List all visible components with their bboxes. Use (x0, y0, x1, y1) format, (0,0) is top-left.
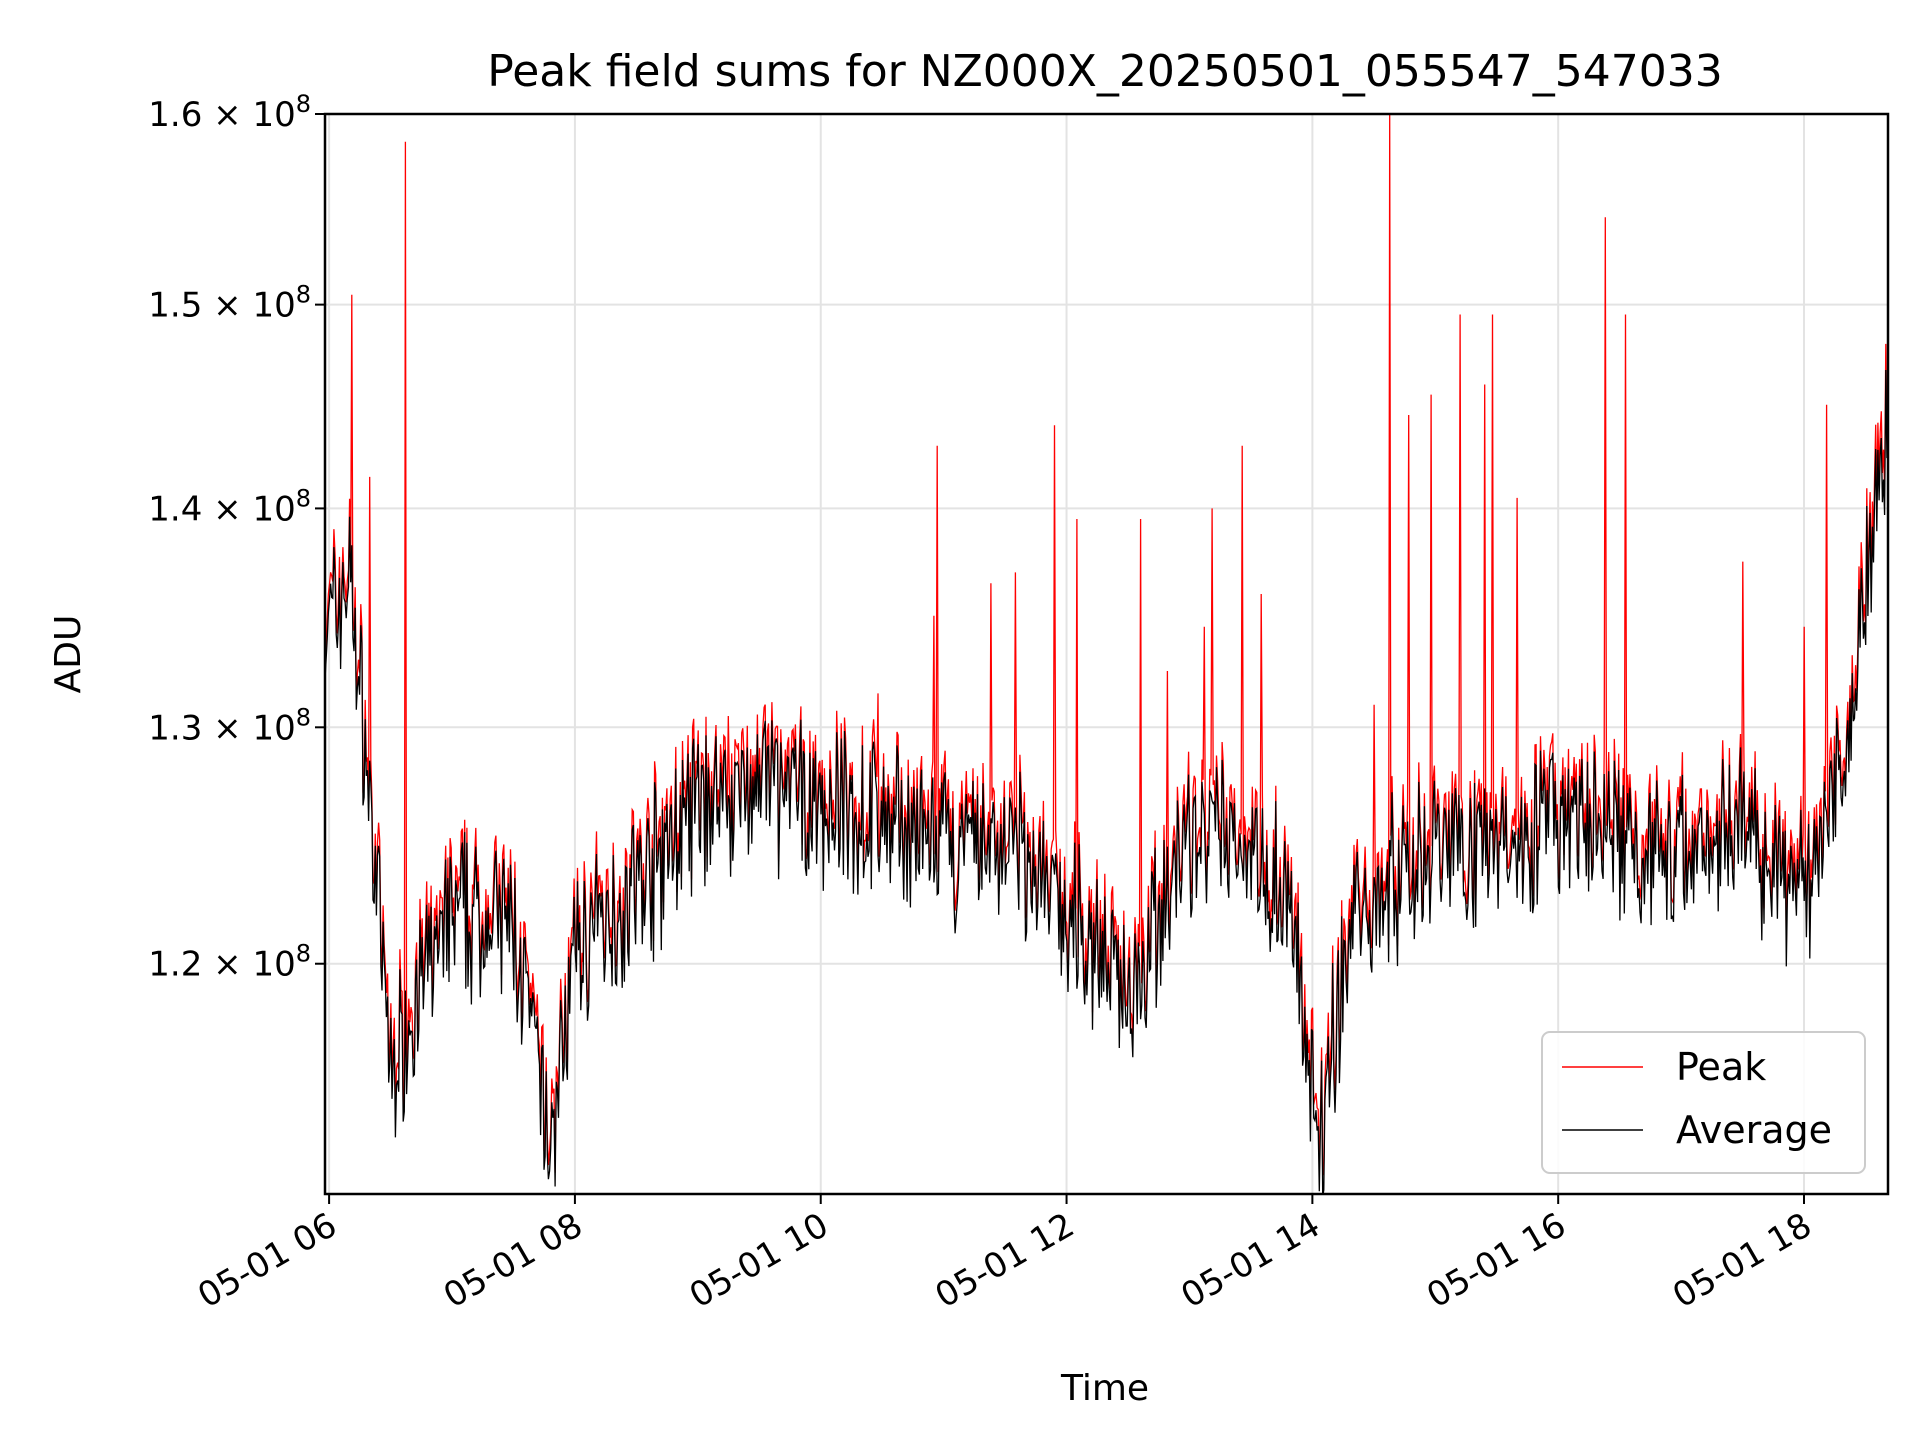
legend: Peak Average (1541, 1031, 1866, 1174)
plot-frame (323, 112, 1890, 1196)
y-tick-label: 1.3 × 108 (148, 703, 311, 748)
y-tick-label: 1.5 × 108 (148, 281, 311, 326)
legend-average-label: Average (1676, 1108, 1832, 1152)
series-average-line (325, 369, 1888, 1194)
chart-title: Peak field sums for NZ000X_20250501_0555… (487, 46, 1723, 97)
plot-lines (325, 114, 1888, 1194)
x-axis-label: Time (1060, 1368, 1149, 1409)
y-tick-label: 1.2 × 108 (148, 940, 311, 985)
y-axis-label: ADU (48, 615, 89, 694)
y-axis: 1.2 × 108 1.3 × 108 1.4 × 108 1.5 × 108 1.6 … (148, 90, 325, 985)
y-tick-label: 1.4 × 108 (148, 484, 311, 529)
legend-peak-label: Peak (1676, 1045, 1766, 1089)
y-tick-label: 1.6 × 108 (148, 90, 311, 135)
